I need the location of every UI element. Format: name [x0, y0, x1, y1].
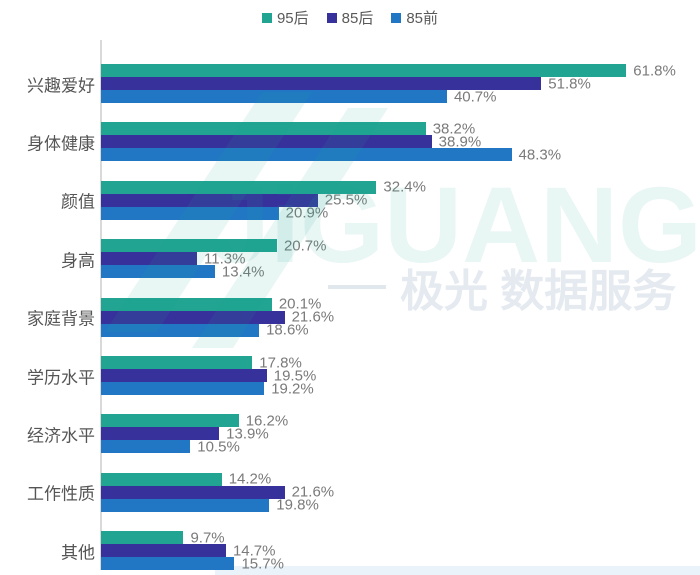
- legend-item-0: 95后: [261, 7, 309, 28]
- category-label-4: 家庭背景: [27, 309, 95, 329]
- bar-series-2-cat-3: [101, 265, 215, 279]
- value-label-series-2-cat-3: 13.4%: [221, 263, 265, 281]
- legend-item-2: 85前: [391, 7, 438, 28]
- value-label-series-2-cat-1: 48.3%: [518, 146, 562, 164]
- category-label-8: 其他: [61, 543, 95, 563]
- category-label-3: 身高: [61, 251, 95, 271]
- legend-label: 95后: [276, 10, 309, 27]
- value-label-series-0-cat-4: 20.1%: [278, 295, 322, 313]
- bar-series-0-cat-1: [101, 122, 426, 136]
- bar-series-2-cat-5: [101, 382, 265, 395]
- value-label-series-2-cat-5: 19.2%: [271, 380, 314, 397]
- bar-series-2-cat-1: [101, 148, 512, 162]
- category-label-0: 兴趣爱好: [27, 76, 95, 95]
- bar-series-1-cat-0: [101, 77, 542, 90]
- watermark-bottom-strip: [215, 566, 700, 575]
- category-label-6: 经济水平: [27, 426, 95, 446]
- bar-series-1-cat-7: [101, 485, 285, 499]
- bar-series-0-cat-3: [101, 239, 277, 253]
- bar-series-2-cat-0: [101, 90, 447, 103]
- category-label-7: 工作性质: [27, 484, 95, 504]
- value-label-series-2-cat-2: 20.9%: [285, 204, 329, 222]
- value-label-series-0-cat-1: 38.2%: [432, 120, 476, 138]
- value-label-series-1-cat-7: 21.6%: [291, 483, 335, 501]
- value-label-series-2-cat-4: 18.6%: [266, 321, 309, 339]
- value-label-series-1-cat-4: 21.6%: [291, 308, 335, 326]
- value-label-series-0-cat-7: 14.2%: [228, 470, 272, 488]
- value-label-series-2-cat-6: 10.5%: [197, 438, 240, 456]
- value-label-series-2-cat-0: 40.7%: [453, 88, 497, 105]
- value-label-series-1-cat-3: 11.3%: [204, 250, 246, 268]
- bar-series-2-cat-7: [101, 498, 270, 512]
- value-label-series-0-cat-5: 17.8%: [259, 354, 302, 371]
- legend-label: 85后: [341, 10, 374, 27]
- bar-series-1-cat-3: [101, 252, 198, 266]
- bar-series-0-cat-7: [101, 472, 222, 486]
- legend-swatch-icon: [261, 12, 272, 23]
- bar-series-2-cat-6: [101, 440, 191, 454]
- bar-series-2-cat-2: [101, 206, 279, 220]
- bar-series-2-cat-4: [101, 323, 260, 337]
- legend-swatch-icon: [391, 12, 402, 23]
- value-label-series-0-cat-8: 9.7%: [190, 529, 225, 547]
- value-label-series-1-cat-0: 51.8%: [548, 75, 591, 92]
- value-label-series-0-cat-2: 32.4%: [383, 178, 426, 196]
- bar-series-1-cat-6: [101, 427, 220, 441]
- category-label-5: 学历水平: [27, 368, 95, 387]
- bar-series-0-cat-2: [101, 180, 377, 194]
- category-label-1: 身体健康: [27, 134, 95, 154]
- legend: 95后 85后 85前: [0, 7, 700, 28]
- value-label-series-1-cat-1: 38.9%: [438, 133, 482, 151]
- legend-item-1: 85后: [326, 7, 374, 28]
- value-label-series-2-cat-8: 15.7%: [241, 555, 284, 573]
- value-label-series-1-cat-8: 14.7%: [232, 542, 276, 560]
- bar-series-1-cat-2: [101, 193, 318, 207]
- bar-series-0-cat-5: [101, 356, 253, 369]
- value-label-series-1-cat-6: 13.9%: [226, 425, 269, 443]
- value-label-series-0-cat-0: 61.8%: [633, 62, 676, 79]
- value-label-series-1-cat-5: 19.5%: [273, 367, 317, 384]
- bar-series-0-cat-0: [101, 64, 627, 77]
- legend-swatch-icon: [326, 12, 337, 23]
- value-label-series-0-cat-6: 16.2%: [245, 412, 289, 430]
- bar-series-1-cat-5: [101, 369, 267, 382]
- bar-series-0-cat-6: [101, 414, 239, 428]
- bar-series-2-cat-8: [101, 557, 235, 571]
- bar-series-0-cat-8: [101, 531, 184, 545]
- legend-label: 85前: [406, 10, 439, 27]
- value-label-series-1-cat-2: 25.5%: [324, 191, 368, 209]
- bar-series-0-cat-4: [101, 297, 272, 311]
- bar-series-1-cat-4: [101, 310, 285, 324]
- bar-series-1-cat-8: [101, 544, 226, 558]
- bar-series-1-cat-1: [101, 135, 432, 149]
- category-label-2: 颜值: [61, 192, 95, 212]
- value-label-series-0-cat-3: 20.7%: [283, 237, 327, 255]
- value-label-series-2-cat-7: 19.8%: [276, 496, 319, 514]
